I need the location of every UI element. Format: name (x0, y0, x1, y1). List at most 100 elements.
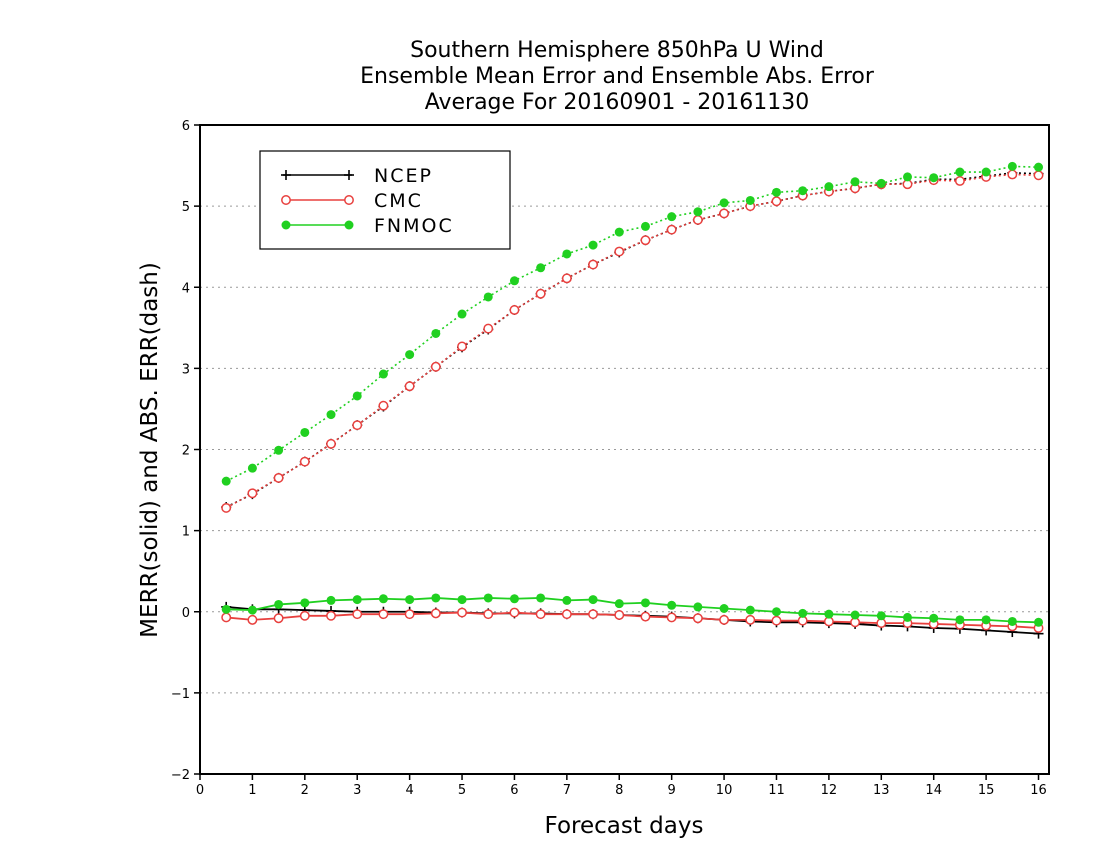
data-point-abs-err (1033, 170, 1044, 181)
x-tick-label: 4 (405, 783, 413, 798)
y-tick-label: 2 (182, 444, 190, 459)
legend-marker (344, 170, 354, 180)
data-point-merr (692, 613, 703, 624)
series-fnmoc-abs-err (221, 161, 1044, 486)
data-point-abs-err (561, 273, 572, 284)
data-point-merr (378, 594, 388, 604)
data-point-abs-err (588, 259, 599, 270)
data-point-merr (247, 614, 258, 625)
data-point-merr (561, 609, 572, 620)
legend-marker (281, 220, 291, 230)
data-point-abs-err (457, 341, 467, 352)
gridlines (200, 205, 1049, 694)
data-point-merr (824, 609, 834, 619)
data-point-merr (430, 608, 441, 619)
data-point-merr (509, 607, 520, 618)
data-point-merr (405, 595, 415, 605)
data-point-abs-err (378, 369, 388, 379)
series-cmc-merr (221, 607, 1044, 633)
data-point-merr (352, 609, 363, 620)
legend: NCEP CMC FNMOC (259, 150, 511, 250)
data-point-merr (614, 610, 625, 620)
data-point-abs-err (300, 427, 310, 437)
data-point-merr (483, 593, 493, 603)
data-point-abs-err (666, 224, 677, 235)
x-tick-label: 2 (301, 783, 309, 798)
y-axis-label: MERR(solid) and ABS. ERR(dash) (137, 262, 163, 638)
data-point-abs-err (719, 198, 729, 208)
data-point-abs-err (771, 187, 781, 197)
x-tick-label: 9 (668, 783, 676, 798)
x-tick-label: 7 (563, 783, 571, 798)
data-point-merr (483, 609, 494, 620)
data-point-merr (457, 607, 467, 618)
data-point-abs-err (430, 361, 441, 372)
x-tick-label: 11 (768, 783, 785, 798)
series-line-abs-err (225, 165, 1039, 482)
data-point-abs-err (405, 350, 415, 360)
chart-title: Southern Hemisphere 850hPa U Wind Ensemb… (360, 38, 875, 115)
data-point-merr (771, 615, 782, 626)
data-point-abs-err (824, 182, 834, 192)
data-point-abs-err (981, 167, 991, 177)
data-point-merr (745, 605, 755, 615)
legend-entry-cmc: CMC (281, 190, 421, 212)
data-point-abs-err (221, 502, 232, 513)
data-point-merr (693, 602, 703, 612)
data-point-abs-err (378, 400, 389, 411)
x-tick-label: 10 (716, 783, 733, 798)
data-point-merr (352, 595, 362, 605)
data-point-merr (221, 612, 232, 623)
series-cmc-abs-err (221, 169, 1044, 513)
data-point-merr (1007, 616, 1017, 626)
data-point-abs-err (955, 167, 965, 177)
x-tick-label: 16 (1030, 783, 1047, 798)
data-point-merr (326, 595, 336, 605)
legend-marker (281, 170, 291, 180)
legend-label: NCEP (374, 165, 433, 187)
data-point-abs-err (326, 410, 336, 420)
data-point-merr (299, 610, 310, 621)
y-tick-label: 3 (182, 362, 190, 377)
data-point-abs-err (693, 207, 703, 217)
data-point-abs-err (745, 195, 755, 205)
y-axis-ticks: −2 −1 0 1 2 3 4 5 6 (171, 119, 200, 783)
data-point-merr (981, 615, 991, 625)
data-point-merr (929, 613, 939, 623)
data-point-abs-err (483, 292, 493, 302)
data-point-abs-err (850, 177, 860, 187)
data-point-merr (955, 615, 965, 625)
y-tick-label: 5 (182, 200, 190, 215)
data-point-abs-err (535, 288, 546, 299)
data-point-abs-err (692, 214, 703, 225)
data-point-abs-err (614, 246, 625, 257)
data-point-abs-err (876, 178, 886, 188)
data-point-merr (666, 612, 677, 623)
data-point-merr (798, 608, 808, 618)
x-tick-label: 1 (248, 783, 256, 798)
x-tick-label: 3 (353, 783, 361, 798)
data-point-merr (745, 614, 756, 625)
data-point-abs-err (273, 472, 284, 483)
legend-marker (344, 195, 354, 205)
data-point-abs-err (614, 227, 624, 237)
data-point-merr (850, 610, 860, 620)
data-point-merr (247, 605, 257, 615)
data-point-merr (640, 598, 650, 608)
data-point-abs-err (274, 445, 284, 455)
series-line-merr (226, 605, 1039, 635)
series-line-merr (226, 597, 1039, 624)
x-axis-label: Forecast days (545, 813, 704, 839)
data-point-merr (536, 593, 546, 603)
data-point-merr (903, 612, 912, 622)
y-tick-label: 0 (182, 606, 190, 621)
data-point-abs-err (1007, 161, 1017, 171)
legend-marker (344, 220, 354, 230)
data-point-abs-err (483, 323, 494, 334)
data-point-abs-err (509, 276, 519, 286)
data-point-abs-err (457, 309, 467, 319)
data-point-merr (640, 611, 651, 622)
data-point-abs-err (326, 438, 336, 449)
data-point-merr (614, 599, 624, 609)
data-point-merr (300, 598, 310, 608)
